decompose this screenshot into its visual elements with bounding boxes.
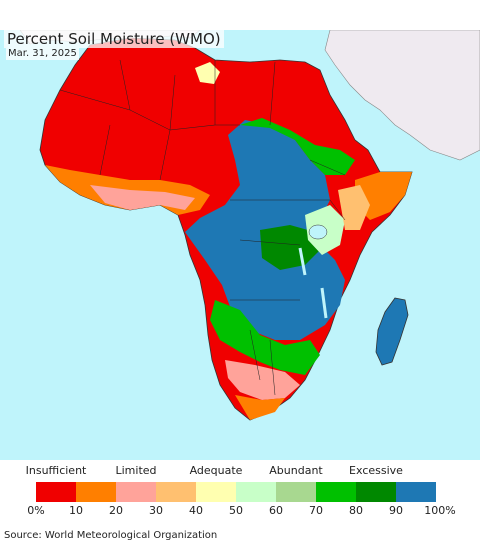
- legend-tick-label: 60: [269, 504, 283, 517]
- legend-tick-label: 10: [69, 504, 83, 517]
- lake-victoria: [308, 224, 328, 240]
- legend-swatch: [116, 482, 156, 502]
- central-africa-abundant-band: [240, 118, 355, 175]
- legend-swatch: [316, 482, 356, 502]
- legend-swatch: [236, 482, 276, 502]
- map-title: Percent Soil Moisture (WMO): [4, 30, 224, 48]
- legend-swatch: [276, 482, 316, 502]
- west-africa-limited-zone: [90, 185, 195, 210]
- southern-africa-abundant-zone: [210, 300, 320, 375]
- legend-tick-label: 70: [309, 504, 323, 517]
- horn-of-africa-limited-zone: [338, 185, 370, 230]
- legend-tick-label: 80: [349, 504, 363, 517]
- legend-category-label: Insufficient: [25, 464, 87, 477]
- legend-swatch: [36, 482, 76, 502]
- legend-tick-label: 50: [229, 504, 243, 517]
- lake-tanganyika: [298, 247, 307, 276]
- legend-tick-label: 40: [189, 504, 203, 517]
- legend-swatch: [356, 482, 396, 502]
- source-credit: Source: World Meteorological Organizatio…: [4, 530, 218, 541]
- legend: Insufficient Limited Adequate Abundant Exces…: [0, 460, 480, 524]
- legend-category-label: Excessive: [349, 464, 403, 477]
- country-borders: [59, 59, 346, 396]
- madagascar-island: [375, 297, 409, 366]
- southern-africa-limited-zone: [225, 360, 300, 400]
- legend-tick-label: 20: [109, 504, 123, 517]
- horn-of-africa-orange-zone: [355, 172, 412, 220]
- soil-moisture-map: Percent Soil Moisture (WMO) Mar. 31, 202…: [0, 30, 480, 460]
- legend-tick-label: 30: [149, 504, 163, 517]
- east-africa-green-zone: [260, 225, 320, 270]
- legend-swatch: [196, 482, 236, 502]
- legend-swatch: [396, 482, 436, 502]
- lake-malawi: [320, 287, 328, 319]
- legend-tick-label: 0%: [27, 504, 45, 517]
- middle-east-landmass: [324, 30, 480, 161]
- south-africa-orange-zone: [235, 395, 285, 420]
- legend-swatch: [76, 482, 116, 502]
- legend-category-label: Abundant: [269, 464, 323, 477]
- africa-map-svg: [19, 30, 480, 421]
- map-date: Mar. 31, 2025: [6, 48, 79, 60]
- legend-tick-label: 100%: [424, 504, 456, 517]
- legend-tick-label: 90: [389, 504, 403, 517]
- north-africa-dry-spot: [195, 62, 220, 84]
- legend-category-label: Limited: [115, 464, 157, 477]
- legend-category-label: Adequate: [189, 464, 243, 477]
- legend-swatch: [156, 482, 196, 502]
